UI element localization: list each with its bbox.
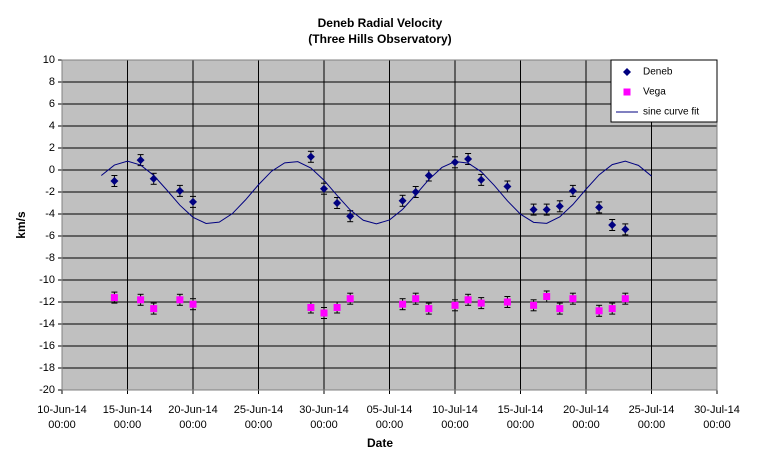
x-tick-label: 30-Jul-14 00:00 <box>694 404 740 431</box>
data-point <box>556 305 564 313</box>
data-point <box>477 175 486 184</box>
data-point <box>333 199 342 207</box>
data-point <box>595 203 604 212</box>
data-point <box>149 174 158 183</box>
data-point <box>399 300 407 308</box>
data-point <box>530 301 538 309</box>
data-point <box>137 296 145 304</box>
x-tick-label: 20-Jul-14 00:00 <box>563 404 609 431</box>
data-point <box>621 225 630 234</box>
data-point <box>621 295 629 303</box>
x-axis-label: Date <box>367 436 393 450</box>
y-tick-label: -6 <box>45 230 55 242</box>
data-point <box>307 304 315 311</box>
y-tick-label: 0 <box>49 164 55 176</box>
data-point <box>568 186 577 195</box>
y-tick-label: -18 <box>39 362 55 374</box>
data-point <box>175 186 184 195</box>
y-tick-label: -10 <box>39 274 55 286</box>
data-point <box>346 212 355 221</box>
data-point <box>306 152 315 161</box>
y-axis-label: km/s <box>14 211 28 239</box>
x-tick-label: 30-Jun-14 00:00 <box>299 404 349 431</box>
x-tick-label: 15-Jun-14 00:00 <box>103 404 153 431</box>
y-tick-label: -2 <box>45 186 55 198</box>
legend-label: Deneb <box>643 67 673 78</box>
y-tick-label: -4 <box>45 208 55 220</box>
plot-border <box>61 59 718 391</box>
data-point <box>569 295 577 303</box>
y-tick-label: -14 <box>39 318 55 330</box>
y-tick-label: -20 <box>39 384 55 396</box>
data-point <box>412 295 420 303</box>
fit-line <box>100 160 652 225</box>
legend-label: sine curve fit <box>643 107 699 118</box>
data-point <box>136 156 145 165</box>
data-point <box>110 294 118 302</box>
data-point <box>346 295 354 303</box>
y-tick-label: 4 <box>49 120 55 132</box>
data-point <box>464 155 473 163</box>
data-point <box>398 196 407 205</box>
data-point <box>110 177 119 185</box>
chart-title: Deneb Radial Velocity <box>318 16 443 30</box>
data-point <box>542 205 551 214</box>
data-point <box>464 296 472 304</box>
data-point <box>608 305 616 313</box>
x-tick-label: 20-Jun-14 00:00 <box>168 404 218 431</box>
legend-marker <box>623 88 631 96</box>
x-tick-label: 25-Jul-14 00:00 <box>629 404 675 431</box>
data-point <box>150 305 158 313</box>
data-point <box>451 158 459 167</box>
data-point <box>529 205 538 214</box>
data-point <box>320 309 328 317</box>
y-tick-label: 8 <box>49 76 55 88</box>
data-point <box>189 300 197 308</box>
x-tick-label: 25-Jun-14 00:00 <box>234 404 284 431</box>
x-tick-label: 05-Jul-14 00:00 <box>367 404 413 431</box>
data-point <box>451 301 459 309</box>
data-point <box>595 307 603 315</box>
y-tick-label: 10 <box>43 54 55 66</box>
x-tick-label: 10-Jun-14 00:00 <box>37 404 87 431</box>
data-point <box>503 182 512 191</box>
data-point <box>555 202 564 211</box>
legend-label: Vega <box>643 87 666 98</box>
x-tick-label: 10-Jul-14 00:00 <box>432 404 478 431</box>
y-tick-label: -16 <box>39 340 55 352</box>
data-point <box>176 296 184 304</box>
data-point <box>425 305 433 313</box>
y-tick-label: 2 <box>49 142 55 154</box>
y-tick-label: -12 <box>39 296 55 308</box>
data-point <box>320 184 328 193</box>
x-tick-label: 15-Jul-14 00:00 <box>498 404 544 431</box>
data-point <box>411 188 420 196</box>
data-point <box>543 293 551 300</box>
data-point <box>477 299 485 307</box>
data-point <box>189 197 197 206</box>
y-tick-label: 6 <box>49 98 55 110</box>
y-tick-label: -8 <box>45 252 55 264</box>
data-point <box>503 298 511 306</box>
data-point <box>608 221 617 229</box>
chart-subtitle: (Three Hills Observatory) <box>308 32 451 46</box>
data-point <box>333 304 341 311</box>
legend-marker <box>623 68 631 76</box>
